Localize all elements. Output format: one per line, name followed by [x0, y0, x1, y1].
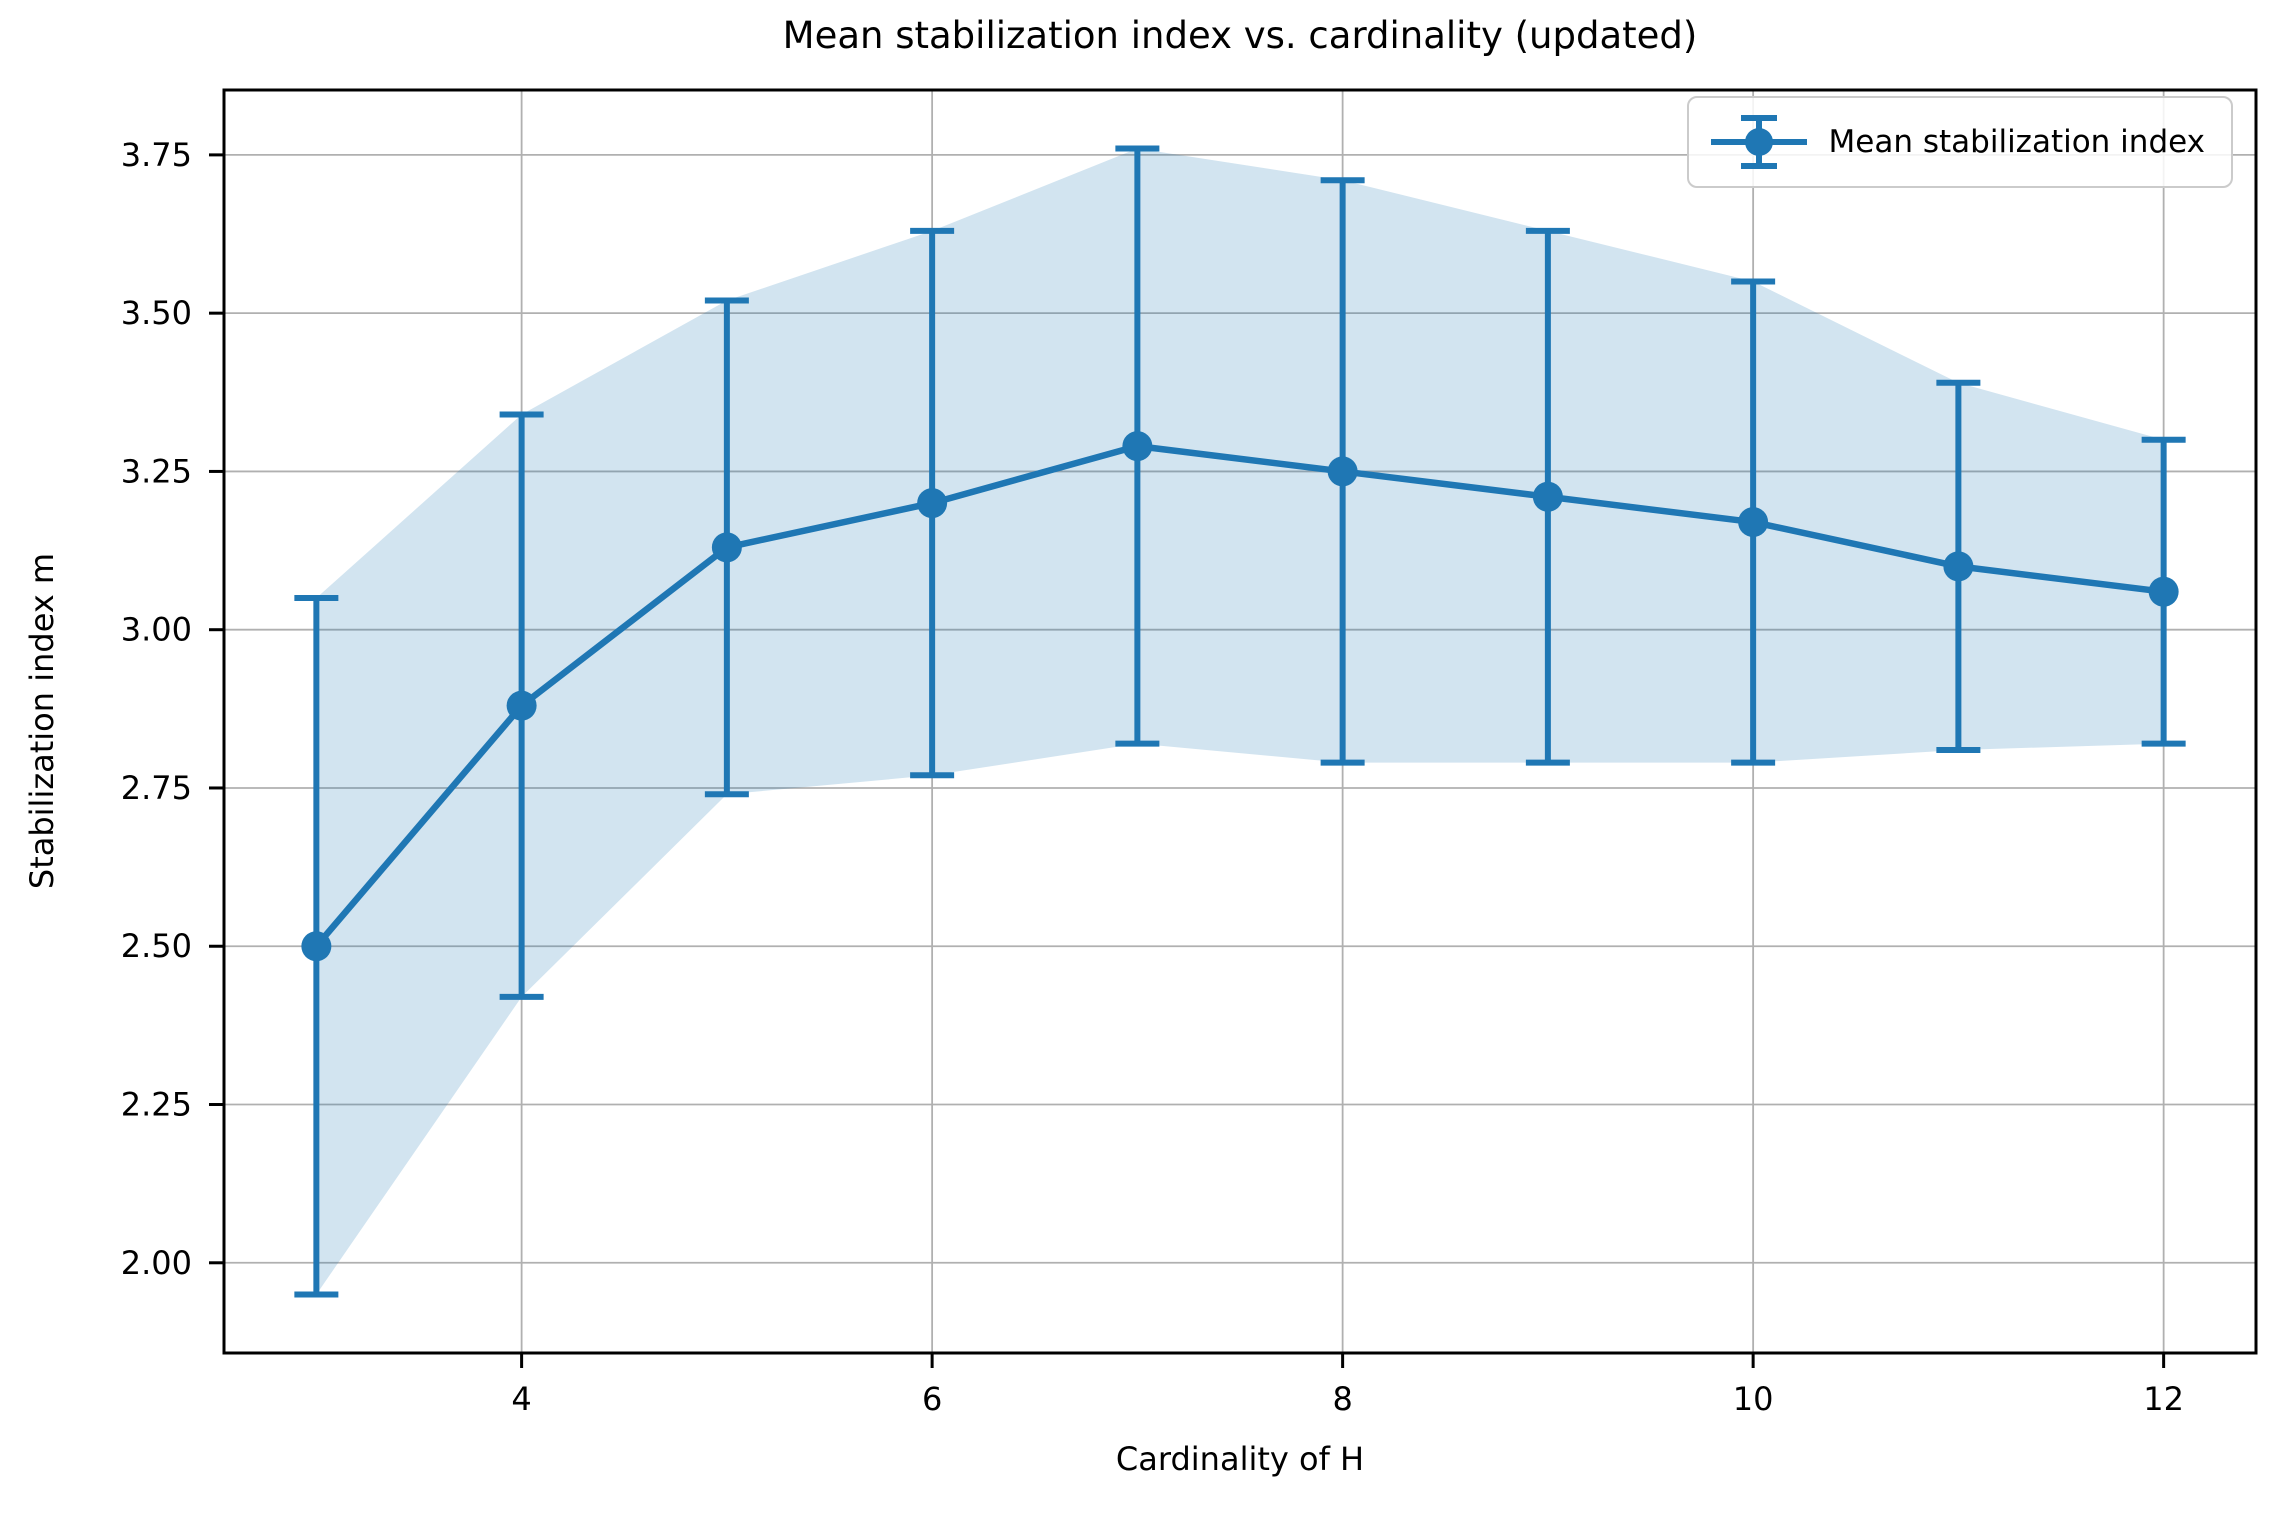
x-tick-label: 10 [1733, 1380, 1774, 1418]
y-tick-label: 2.75 [121, 769, 192, 807]
y-tick-label: 3.25 [121, 452, 192, 490]
data-point-marker [506, 690, 537, 721]
x-tick-label: 8 [1332, 1380, 1352, 1418]
chart-title: Mean stabilization index vs. cardinality… [782, 14, 1698, 57]
legend-label: Mean stabilization index [1828, 124, 2205, 160]
data-point-marker [917, 488, 948, 519]
errorbar-legend-icon [1710, 115, 1807, 169]
legend-marker [1744, 128, 1773, 156]
series-line [313, 442, 2167, 950]
y-tick-label: 2.50 [121, 927, 192, 965]
y-tick-label: 2.25 [121, 1086, 192, 1124]
y-tick-label: 3.50 [121, 294, 192, 332]
data-point-marker [301, 931, 332, 962]
data-point-marker [1327, 456, 1358, 487]
confidence-band [316, 148, 2164, 1295]
x-axis-label: Cardinality of H [1115, 1440, 1365, 1478]
data-point-marker [711, 532, 742, 563]
data-point-marker [1738, 507, 1769, 538]
data-point-marker [1122, 431, 1153, 462]
legend: Mean stabilization index [1686, 96, 2233, 188]
data-point-marker [1532, 481, 1563, 512]
x-tick-label: 12 [2143, 1380, 2184, 1418]
data-point-marker [2148, 576, 2179, 607]
y-tick-label: 3.00 [121, 611, 192, 649]
x-tick-label: 4 [511, 1380, 531, 1418]
y-tick-label: 2.00 [121, 1244, 192, 1282]
y-tick-label: 3.75 [121, 136, 192, 174]
data-point-marker [1943, 551, 1974, 582]
x-tick-label: 6 [922, 1380, 942, 1418]
axes-spines [222, 88, 2258, 1355]
